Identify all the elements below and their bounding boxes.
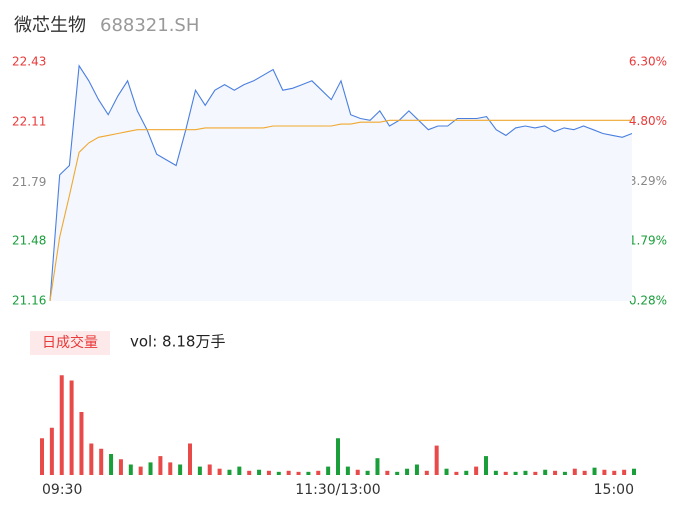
volume-bar: [266, 470, 271, 475]
y-tick-label: 21.16: [12, 294, 46, 308]
volume-bar: [385, 470, 390, 475]
volume-bar: [424, 470, 429, 475]
price-area: [50, 65, 632, 301]
volume-bar: [533, 471, 538, 475]
y2-tick-label: 6.30%: [629, 55, 667, 69]
x-tick-label: 11:30/13:00: [295, 482, 380, 498]
volume-bar: [345, 466, 350, 475]
volume-bar: [128, 464, 133, 475]
volume-bar: [336, 438, 340, 475]
volume-bar: [434, 445, 439, 475]
volume-bar: [553, 470, 558, 475]
volume-bar: [276, 471, 281, 475]
volume-bar: [109, 454, 114, 475]
volume-bar: [237, 466, 242, 475]
volume-bar: [138, 466, 143, 475]
volume-bar: [582, 470, 587, 475]
volume-bar: [89, 443, 94, 475]
x-tick-label: 15:00: [594, 482, 634, 498]
volume-bar: [395, 471, 400, 475]
chart-title: 微芯生物: [14, 15, 86, 36]
volume-bar: [464, 470, 469, 475]
volume-bar: [40, 438, 44, 475]
volume-bar: [365, 470, 370, 475]
volume-bar: [316, 470, 321, 475]
volume-bar: [197, 466, 202, 475]
volume-bar: [572, 468, 577, 475]
volume-bar: [632, 468, 636, 475]
volume-bar: [602, 469, 607, 475]
volume-summary: vol: 8.18万手: [130, 333, 225, 351]
volume-bar: [375, 458, 380, 475]
volume-bar: [484, 456, 488, 475]
volume-bar: [49, 427, 54, 475]
volume-bar: [444, 468, 449, 475]
volume-tag-bg: [30, 331, 110, 355]
volume-bar: [178, 464, 183, 475]
volume-bar: [592, 467, 597, 475]
y-tick-label: 21.79: [12, 175, 46, 189]
volume-bar: [59, 375, 64, 475]
x-tick-label: 09:30: [42, 482, 82, 498]
volume-bar: [227, 469, 232, 475]
y-tick-label: 21.48: [12, 233, 46, 247]
volume-bar: [513, 471, 518, 475]
y2-tick-label: 3.29%: [629, 174, 667, 188]
volume-bar: [286, 470, 291, 475]
volume-bar: [543, 469, 548, 475]
volume-bar: [622, 469, 627, 475]
volume-bar: [355, 469, 360, 475]
y-tick-label: 22.11: [12, 115, 46, 129]
volume-bar: [414, 464, 419, 475]
volume-bar: [454, 471, 459, 475]
volume-bar: [306, 471, 311, 475]
volume-bar: [405, 468, 410, 475]
volume-bar: [118, 459, 123, 475]
y2-tick-label: 1.79%: [629, 234, 667, 248]
volume-bar: [247, 470, 252, 475]
volume-bar: [99, 448, 104, 475]
volume-bar: [493, 470, 498, 475]
volume-bar: [188, 443, 192, 475]
volume-bar: [296, 471, 301, 475]
volume-bar: [148, 462, 153, 475]
volume-bar: [326, 466, 331, 475]
volume-bar: [257, 469, 262, 475]
volume-bar: [562, 471, 567, 475]
volume-bar: [474, 466, 479, 475]
y2-tick-label: 0.28%: [629, 294, 667, 308]
y2-tick-label: 4.80%: [629, 114, 667, 128]
volume-bar: [69, 380, 74, 475]
volume-tag: 日成交量: [42, 334, 98, 351]
y-tick-label: 22.43: [12, 55, 46, 69]
volume-bar: [217, 468, 222, 475]
volume-bar: [158, 456, 163, 475]
volume-bar: [79, 412, 84, 475]
volume-bar: [503, 471, 508, 475]
volume-bar: [523, 470, 528, 475]
volume-bar: [207, 464, 212, 475]
series-line: [49, 119, 632, 302]
volume-bar: [168, 462, 173, 475]
volume-bar: [612, 470, 617, 475]
chart-subtitle: 688321.SH: [100, 15, 199, 36]
